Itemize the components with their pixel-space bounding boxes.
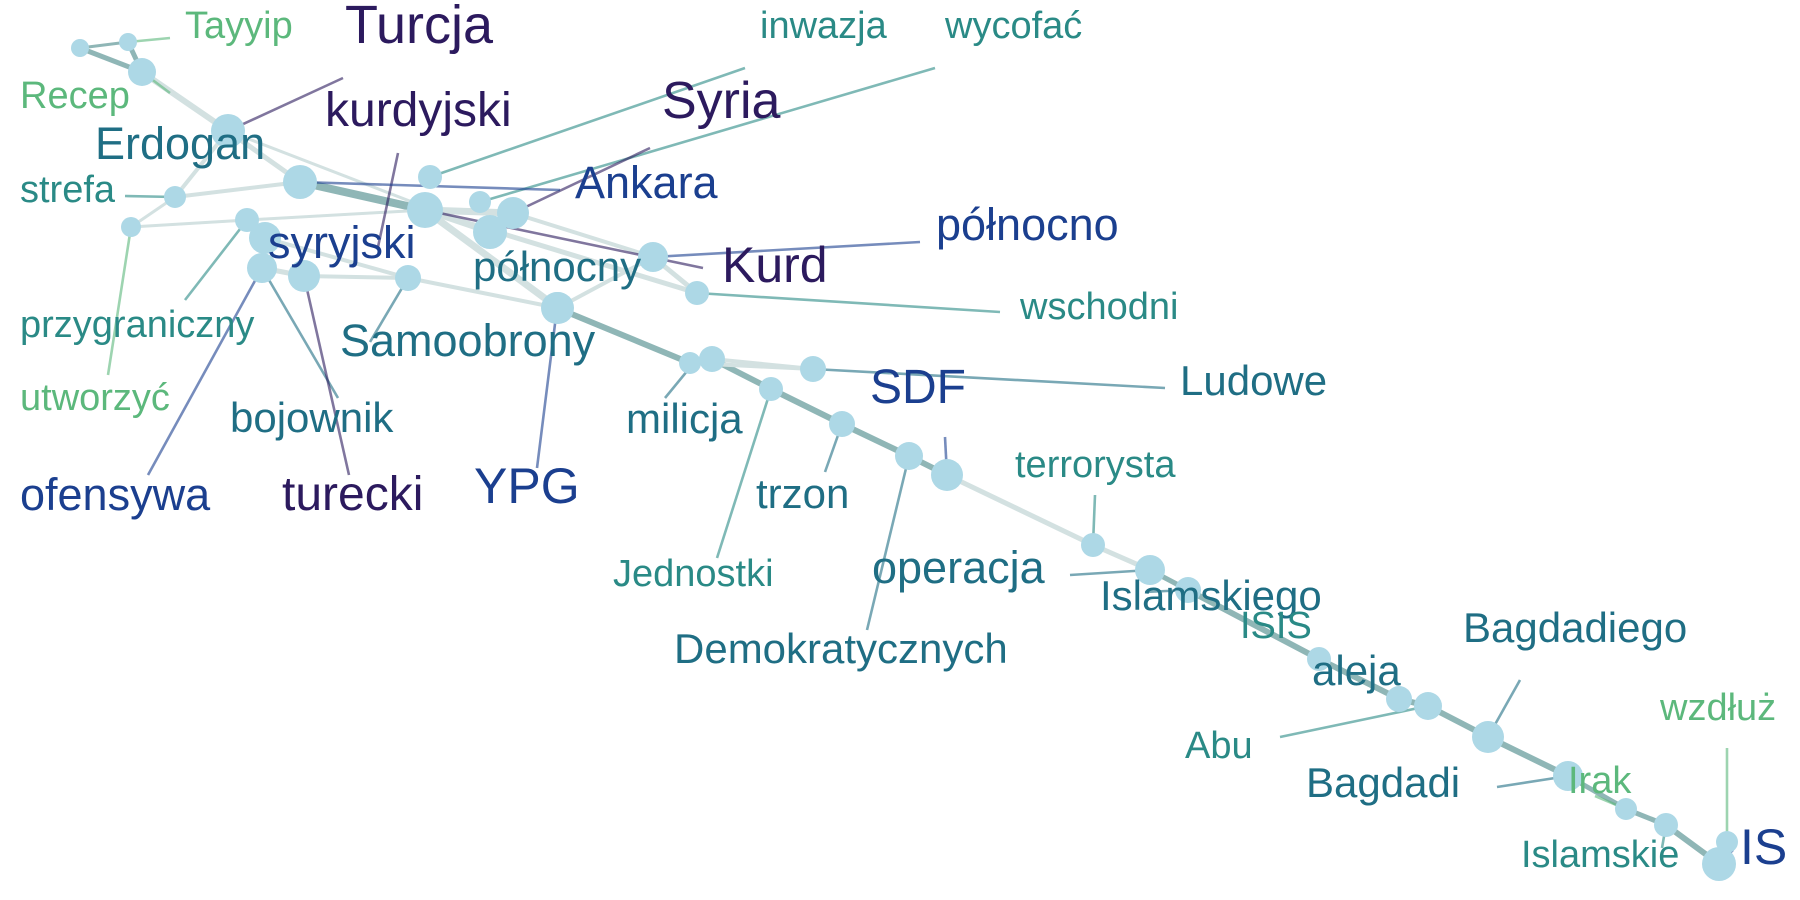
word-label-turecki: turecki [282, 468, 423, 521]
word-label-ankara: Ankara [575, 157, 719, 208]
word-label-tayyip: Tayyip [185, 5, 293, 47]
word-label-strefa: strefa [20, 169, 116, 211]
word-label-syryjski: syryjski [268, 217, 415, 268]
word-label-abu: Abu [1185, 725, 1253, 767]
node-inwazja [418, 165, 442, 189]
node-strefa [164, 186, 186, 208]
node-jednostki [759, 377, 783, 401]
node-demokratycznych [895, 442, 923, 470]
word-label-sdf: SDF [870, 361, 966, 414]
word-label-islamskie: Islamskie [1521, 834, 1679, 876]
word-label-inwazja: inwazja [760, 5, 888, 47]
word-label-wycofac: wycofać [944, 5, 1082, 47]
word-label-wschodni: wschodni [1019, 286, 1178, 328]
word-label-ludowe: Ludowe [1180, 357, 1327, 404]
word-label-terrorysta: terrorysta [1015, 444, 1176, 486]
word-label-demokratycznych: Demokratycznych [674, 625, 1008, 672]
node-samoobrony [395, 265, 421, 291]
node-utworzyc [121, 217, 141, 237]
word-label-syria: Syria [662, 72, 781, 130]
word-label-erdogan: Erdogan [95, 118, 265, 169]
node-terrorysta [1081, 533, 1105, 557]
word-label-samoobrony: Samoobrony [340, 315, 596, 366]
word-label-operacja: operacja [872, 542, 1046, 593]
word-label-turcja: Turcja [345, 0, 494, 55]
node-polnocno [638, 242, 668, 272]
node-milicja [699, 346, 725, 372]
word-label-irak: Irak [1568, 760, 1632, 802]
word-label-bagdadiego: Bagdadiego [1463, 604, 1687, 651]
word-label-kurd: Kurd [722, 237, 828, 293]
node-wschodni [679, 352, 701, 374]
node-kurd [685, 281, 709, 305]
word-label-kurdyjski: kurdyjski [325, 84, 512, 137]
word-label-is: IS [1740, 819, 1787, 875]
word-label-trzon: trzon [756, 470, 849, 517]
word-label-bagdadi: Bagdadi [1306, 759, 1460, 806]
word-label-milicja: milicja [626, 395, 743, 442]
word-label-polnocno: północno [936, 199, 1119, 250]
word-label-ypg: YPG [474, 458, 580, 514]
word-label-isis: ISIS [1240, 605, 1312, 647]
node-ludowe [800, 356, 826, 382]
word-label-polnocny: północny [473, 243, 641, 290]
node-wycofac [469, 191, 491, 213]
node-trzon [829, 411, 855, 437]
node-tayyip [119, 33, 137, 51]
node-abu [1414, 692, 1442, 720]
word-label-recep: Recep [20, 75, 130, 117]
node-recep [71, 39, 89, 57]
word-label-przygraniczny: przygraniczny [20, 304, 254, 346]
word-label-ofensywa: ofensywa [20, 469, 211, 520]
node-turcja [128, 58, 156, 86]
word-label-bojownik: bojownik [230, 394, 394, 441]
word-label-aleja: aleja [1312, 647, 1401, 694]
node-syryjski [283, 165, 317, 199]
node-is [1702, 847, 1736, 881]
word-label-jednostki: Jednostki [613, 553, 774, 595]
word-label-wzdluz: wzdłuż [1659, 687, 1776, 729]
node-sdf [931, 459, 963, 491]
node-bagdadiego [1472, 721, 1504, 753]
word-label-utworzyc: utworzyć [20, 377, 170, 419]
